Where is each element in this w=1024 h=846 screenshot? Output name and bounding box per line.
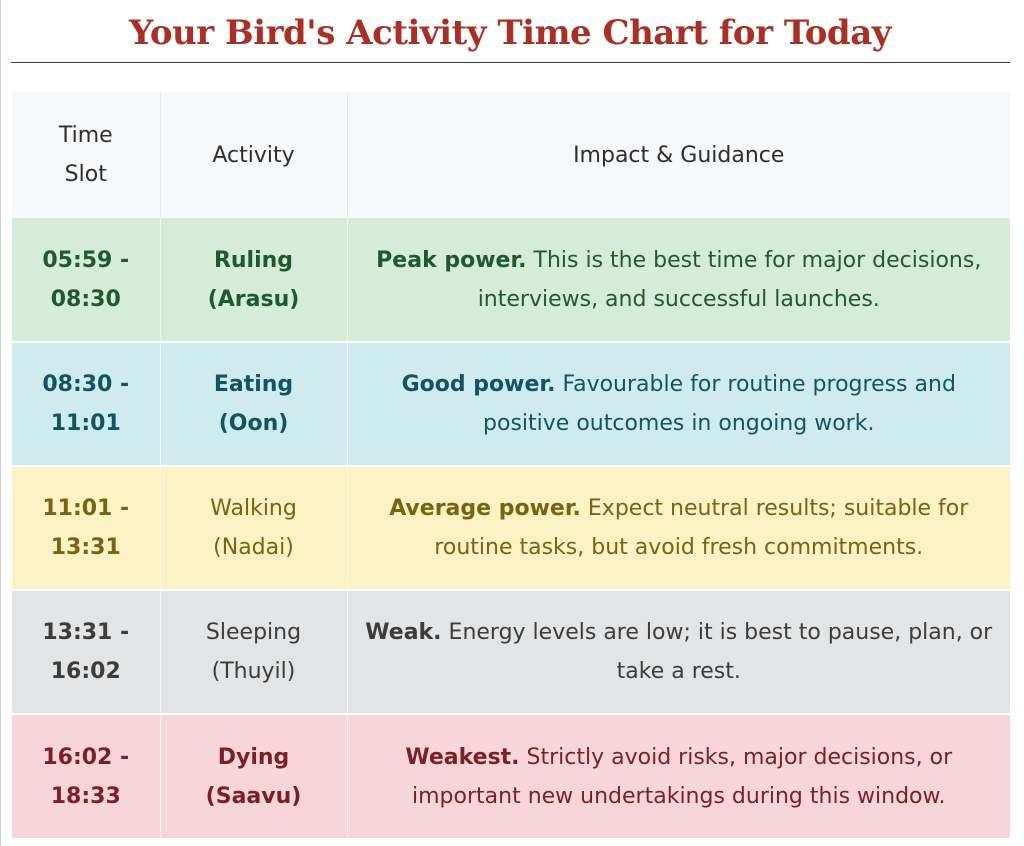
table-row-ruling: 05:59 - 08:30 Ruling (Arasu) Peak power.… [12,218,1010,343]
time-start: 05:59 - [42,247,130,273]
time-slot-cell: 11:01 - 13:31 [12,466,161,591]
table-row-eating: 08:30 - 11:01 Eating (Oon) Good power. F… [12,342,1010,467]
time-end: 18:33 [50,783,121,809]
impact-lead: Peak power. [376,247,527,273]
impact-cell: Peak power. This is the best time for ma… [347,218,1010,343]
time-start: 16:02 - [42,744,130,770]
impact-text: Energy levels are low; it is best to pau… [441,620,993,684]
activity-cell: Dying (Saavu) [160,714,348,838]
impact-text: This is the best time for major decision… [477,247,982,312]
table-row-dying: 16:02 - 18:33 Dying (Saavu) Weakest. Str… [12,714,1010,838]
header-time-line1: Time [58,123,113,148]
page-title: Your Bird's Activity Time Chart for Toda… [129,13,891,53]
time-slot-cell: 05:59 - 08:30 [12,218,161,343]
time-start: 08:30 - [42,372,130,397]
activity-name: Eating [213,372,294,397]
activity-cell: Walking (Nadai) [160,466,348,591]
time-start: 13:31 - [42,620,130,645]
activity-name: Sleeping [205,620,302,645]
time-end: 13:31 [50,535,121,560]
activity-tamil-name: (Arasu) [207,286,300,312]
time-slot-cell: 13:31 - 16:02 [12,590,161,715]
activity-tamil-name: (Thuyil) [211,659,296,684]
time-end: 16:02 [50,659,121,684]
time-end: 11:01 [50,411,121,436]
activity-tamil-name: (Saavu) [205,783,302,809]
header-time-line2: Slot [64,162,107,187]
impact-lead: Weak. [365,620,442,645]
table-header-row: Time Slot Activity Impact & Guidance [12,92,1010,218]
time-end: 08:30 [50,286,121,312]
impact-text: Strictly avoid risks, major decisions, o… [412,744,953,809]
activity-cell: Ruling (Arasu) [160,218,348,343]
time-slot-cell: 08:30 - 11:01 [12,342,161,467]
activity-tamil-name: (Oon) [218,411,289,436]
activity-tamil-name: (Nadai) [213,535,294,560]
activity-name: Ruling [213,247,294,273]
activity-time-table: Time Slot Activity Impact & Guidance 05:… [12,92,1010,838]
time-slot-cell: 16:02 - 18:33 [12,714,161,838]
impact-lead: Weakest. [405,744,520,770]
header-time-slot: Time Slot [12,92,161,218]
activity-name: Dying [217,744,290,770]
impact-lead: Good power. [401,372,556,397]
table-row-sleeping: 13:31 - 16:02 Sleeping (Thuyil) Weak. En… [12,590,1010,715]
impact-cell: Weakest. Strictly avoid risks, major dec… [347,714,1010,838]
table-row-walking: 11:01 - 13:31 Walking (Nadai) Average po… [12,466,1010,591]
activity-cell: Sleeping (Thuyil) [160,590,348,715]
title-divider [11,62,1010,63]
activity-name: Walking [210,496,297,521]
impact-cell: Good power. Favourable for routine progr… [347,342,1010,467]
impact-cell: Weak. Energy levels are low; it is best … [347,590,1010,715]
impact-text: Expect neutral results; suitable for rou… [434,496,969,560]
impact-cell: Average power. Expect neutral results; s… [347,466,1010,591]
time-start: 11:01 - [42,496,130,521]
impact-lead: Average power. [389,496,581,521]
impact-text: Favourable for routine progress and posi… [483,372,956,436]
header-impact: Impact & Guidance [347,92,1010,218]
header-activity: Activity [160,92,348,218]
activity-cell: Eating (Oon) [160,342,348,467]
